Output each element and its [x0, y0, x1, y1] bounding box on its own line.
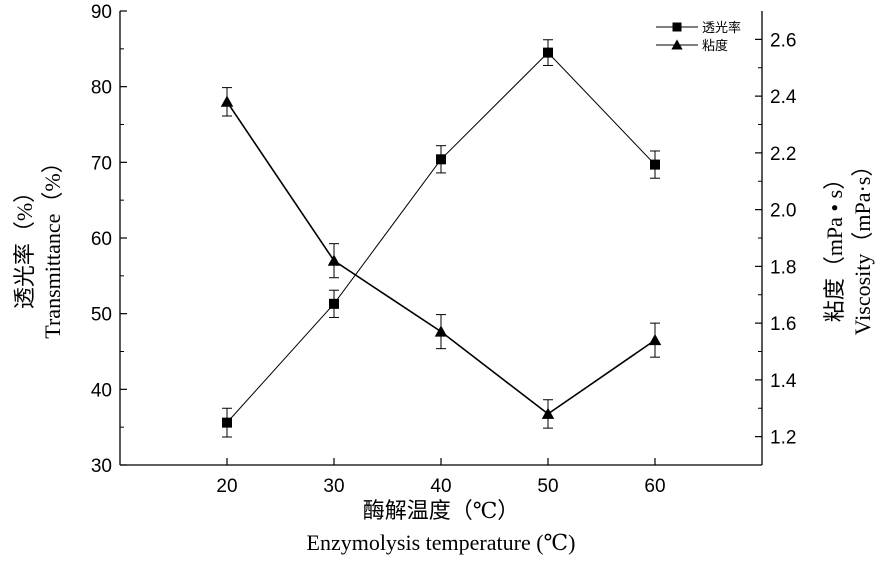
legend-label: 粘度 — [702, 38, 728, 54]
y-left-label-en: Transmittance（%） — [40, 151, 65, 338]
x-label-en: Enzymolysis temperature (℃) — [307, 530, 576, 555]
y-right-tick-label: 2.2 — [770, 144, 796, 165]
y-right-label-en: Viscosity（mPa·s） — [850, 155, 875, 336]
square-point — [650, 159, 660, 170]
ticks: 20 30 40 50 60 30 40 50 60 70 80 90 1.2 1.4 1.6 1.8 2.0 2… — [91, 2, 797, 497]
x-tick-label: 50 — [537, 476, 558, 497]
y-left-tick-label: 60 — [91, 229, 112, 250]
series-line — [226, 51, 656, 423]
y-left-tick-label: 30 — [91, 456, 112, 477]
y-right-tick-label: 1.8 — [770, 257, 796, 278]
x-tick-label: 20 — [216, 476, 237, 497]
y-right-tick-label: 2.4 — [770, 87, 797, 108]
square-point — [436, 154, 446, 165]
series-1 — [222, 39, 660, 438]
x-label-cn: 酶解温度（℃） — [363, 498, 520, 523]
y-right-tick-label: 1.6 — [770, 314, 796, 335]
triangle-point — [434, 325, 448, 337]
y-right-label-cn: 粘度（mPa • s） — [822, 168, 847, 322]
legend-square-icon — [672, 22, 682, 32]
y-left-tick-label: 40 — [91, 380, 112, 401]
y-right-tick-label: 1.2 — [770, 428, 796, 449]
square-point — [543, 47, 553, 58]
triangle-point — [220, 95, 234, 107]
square-point — [222, 417, 232, 428]
series-2 — [220, 87, 662, 429]
y-left-tick-label: 80 — [91, 78, 112, 99]
y-right-tick-label: 2.6 — [770, 30, 796, 51]
x-tick-label: 60 — [644, 476, 665, 497]
x-tick-label: 30 — [323, 476, 344, 497]
y-left-tick-label: 50 — [91, 305, 112, 326]
y-left-label-cn: 透光率（%） — [12, 181, 37, 309]
series-group — [220, 39, 662, 438]
y-right-tick-label: 2.0 — [770, 201, 796, 222]
y-left-tick-label: 70 — [91, 153, 112, 174]
legend-triangle-icon — [671, 39, 683, 50]
y-right-tick-label: 1.4 — [770, 371, 797, 392]
x-tick-label: 40 — [430, 476, 451, 497]
triangle-point — [648, 333, 662, 346]
triangle-point — [541, 407, 555, 419]
axes — [119, 11, 763, 466]
y-left-tick-label: 90 — [91, 2, 112, 23]
triangle-point — [327, 254, 341, 266]
legend-label: 透光率 — [702, 20, 741, 36]
square-point — [329, 298, 339, 309]
